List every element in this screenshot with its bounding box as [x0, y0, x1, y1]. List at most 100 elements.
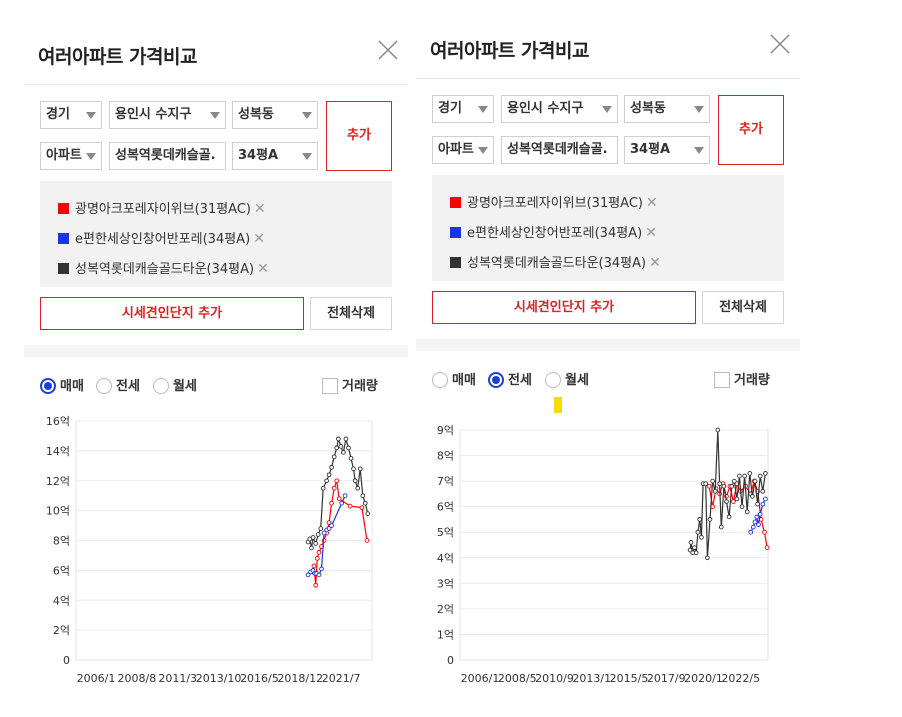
checkbox-icon [714, 372, 730, 388]
x-tick-label: 2006/1 [461, 672, 500, 685]
radio-checked-icon [488, 372, 504, 388]
data-point [697, 517, 703, 522]
price-chart: 01억2억3억4억5억6억7억8억9억2006/12008/52010/9201… [437, 424, 770, 685]
data-point [315, 532, 321, 537]
data-point [357, 466, 363, 472]
data-point [324, 478, 329, 484]
radio-unchecked-icon [153, 378, 169, 394]
complex-select[interactable]: 성복역롯데캐슬골. [109, 142, 226, 170]
data-point [348, 455, 354, 461]
divider [24, 84, 408, 85]
province-select[interactable]: 경기 [40, 101, 102, 129]
list-item: e편한세상인창어반포레(34평A) ✕ [450, 222, 657, 241]
type-select[interactable]: 아파트 [40, 142, 102, 170]
data-point [321, 530, 327, 536]
radio-jeonse[interactable]: 전세 [488, 369, 532, 388]
x-tick-label: 2020/1 [684, 672, 723, 685]
divider [416, 78, 800, 79]
city-select[interactable]: 용인시 수지구 [109, 101, 226, 129]
list-item: 성복역롯데캐슬골드타운(34평A) ✕ [58, 258, 269, 277]
size-select[interactable]: 34평A [624, 136, 710, 164]
data-point [355, 485, 361, 491]
remove-icon[interactable]: ✕ [646, 195, 658, 211]
remove-icon[interactable]: ✕ [253, 231, 265, 247]
data-point [343, 436, 349, 442]
city-select[interactable]: 용인시 수지구 [501, 95, 618, 123]
data-point [329, 500, 334, 506]
size-select[interactable]: 34평A [232, 142, 318, 170]
add-button[interactable]: 추가 [718, 95, 784, 165]
data-point [329, 523, 334, 528]
close-icon[interactable] [376, 38, 400, 62]
y-tick-label: 8억 [437, 450, 454, 463]
data-point [326, 520, 332, 525]
close-icon[interactable] [768, 32, 792, 56]
y-tick-label: 3억 [437, 577, 454, 590]
chevron-down-icon [694, 147, 704, 154]
radio-unchecked-icon [545, 372, 561, 388]
data-point [756, 522, 761, 527]
data-point [338, 444, 344, 449]
data-point [311, 563, 317, 569]
data-point [707, 517, 713, 522]
x-tick-label: 2011/3 [158, 672, 197, 685]
remove-icon[interactable]: ✕ [257, 261, 269, 277]
add-button[interactable]: 추가 [326, 101, 392, 171]
volume-checkbox[interactable]: 거래량 [714, 369, 770, 388]
type-select[interactable]: 아파트 [432, 136, 494, 164]
data-point [316, 572, 322, 578]
y-tick-label: 2억 [437, 603, 454, 616]
data-point [705, 555, 710, 561]
plot-frame [459, 429, 769, 661]
x-tick-label: 2021/7 [322, 672, 361, 685]
data-point [688, 540, 694, 545]
x-tick-label: 2013/10 [196, 672, 242, 685]
radio-jeonse[interactable]: 전세 [96, 375, 140, 394]
data-point [341, 450, 346, 455]
dong-select[interactable]: 성복동 [624, 95, 710, 123]
data-point [726, 514, 732, 520]
data-point [729, 483, 735, 489]
remove-icon[interactable]: ✕ [254, 201, 266, 217]
volume-checkbox[interactable]: 거래량 [322, 375, 378, 394]
x-tick-label: 2018/12 [277, 672, 323, 685]
black-square-icon [450, 257, 461, 268]
add-market-complex-button[interactable]: 시세견인단지 추가 [40, 297, 304, 330]
data-point [319, 566, 324, 572]
selected-list: 광명아크포레자이위브(31평AC) ✕ e편한세상인창어반포레(34평A) ✕ 성복… [40, 181, 392, 287]
x-tick-label: 2015/5 [610, 672, 649, 685]
y-tick-label: 0 [447, 654, 454, 667]
clear-all-button[interactable]: 전체삭제 [310, 297, 392, 330]
remove-icon[interactable]: ✕ [645, 225, 657, 241]
radio-sale[interactable]: 매매 [40, 375, 84, 394]
radio-monthly[interactable]: 월세 [545, 369, 589, 388]
dong-select[interactable]: 성복동 [232, 101, 318, 129]
data-point [352, 478, 358, 484]
x-tick-label: 2008/5 [498, 672, 537, 685]
complex-select[interactable]: 성복역롯데캐슬골. [501, 136, 618, 164]
series-line [689, 429, 766, 558]
data-point [326, 472, 332, 478]
x-tick-label: 2022/5 [721, 672, 760, 685]
data-point [310, 535, 316, 540]
radio-sale[interactable]: 매매 [432, 369, 476, 388]
clear-all-button[interactable]: 전체삭제 [702, 291, 784, 324]
data-point [718, 524, 724, 530]
add-market-complex-button[interactable]: 시세견인단지 추가 [432, 291, 696, 324]
selected-list: 광명아크포레자이위브(31평AC) ✕ e편한세상인창어반포레(34평A) ✕ 성복… [432, 175, 784, 281]
chevron-down-icon [210, 112, 220, 119]
province-select[interactable]: 경기 [432, 95, 494, 123]
list-item: 광명아크포레자이위브(31평AC) ✕ [58, 198, 266, 217]
data-point [763, 471, 768, 476]
data-point [739, 504, 745, 510]
data-point [695, 529, 701, 535]
y-tick-label: 5억 [437, 526, 454, 539]
chevron-down-icon [694, 106, 704, 113]
x-tick-label: 2016/5 [240, 672, 279, 685]
remove-icon[interactable]: ✕ [649, 255, 661, 271]
radio-monthly[interactable]: 월세 [153, 375, 197, 394]
radio-unchecked-icon [432, 372, 448, 388]
data-point [712, 488, 718, 494]
blue-square-icon [58, 233, 69, 244]
